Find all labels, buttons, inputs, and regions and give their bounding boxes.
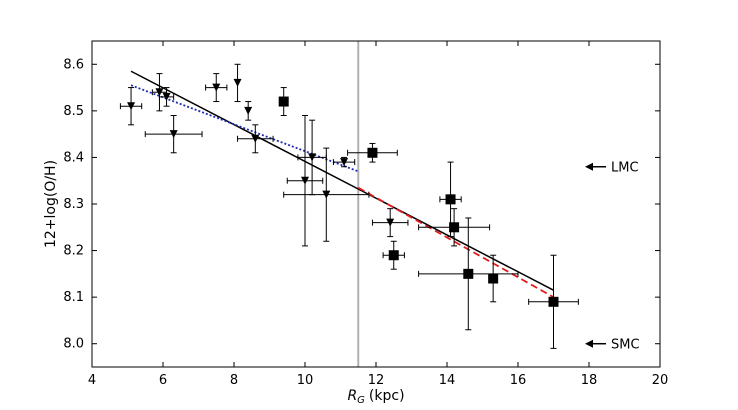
- triangle-marker: [340, 158, 349, 167]
- data-point-triangle-down: [144, 115, 203, 154]
- y-tick-label: 8.0: [63, 337, 84, 352]
- triangle-marker: [155, 88, 164, 97]
- y-tick-label: 8.2: [63, 244, 84, 259]
- x-axis-label-subscript: G: [357, 395, 365, 406]
- annotation-label: SMC: [611, 338, 640, 353]
- axes: 4 6 8 10 12 14 16 18 20 8.0 8.1 8.2 8.3 8.4 8.5 8.6: [63, 41, 668, 388]
- x-tick-label: 16: [510, 373, 527, 388]
- y-tick-label: 8.3: [63, 197, 84, 212]
- fit-line-dashed: [357, 186, 554, 298]
- y-tick-label: 8.4: [63, 150, 84, 165]
- arrow-head-icon: [585, 162, 593, 171]
- data-point-triangle-down: [233, 63, 242, 103]
- data-point-triangle-down: [237, 124, 274, 154]
- triangle-marker: [308, 153, 317, 162]
- square-marker: [449, 222, 460, 233]
- data-point-triangle-down: [205, 73, 228, 103]
- data-point-square: [528, 254, 579, 349]
- data-point-triangle-down: [332, 156, 356, 168]
- plot-area: [119, 41, 579, 367]
- square-marker: [278, 96, 289, 107]
- x-tick-label: 18: [581, 373, 598, 388]
- annotation-label: LMC: [611, 161, 639, 176]
- triangle-marker: [251, 134, 260, 143]
- triangle-marker: [169, 130, 178, 139]
- square-marker: [445, 194, 456, 205]
- data-point-square: [418, 217, 519, 331]
- annotations: LMC SMC: [585, 161, 640, 353]
- x-tick-label: 8: [230, 373, 238, 388]
- triangle-marker: [127, 102, 136, 111]
- x-axis-label-symbol: R: [347, 388, 357, 404]
- y-axis-label: 12+log(O/H): [43, 160, 59, 248]
- data-point-square: [382, 240, 405, 270]
- triangle-marker: [322, 190, 331, 199]
- x-axis-label: RG (kpc): [347, 388, 404, 406]
- annotation-smc: SMC: [585, 338, 640, 353]
- data-point-triangle-down: [151, 73, 168, 112]
- fit-line-solid: [130, 70, 554, 291]
- data-point-triangle-down: [244, 101, 253, 121]
- triangle-marker: [301, 176, 309, 185]
- square-marker: [548, 296, 559, 307]
- arrow-head-icon: [585, 339, 593, 348]
- data-point-triangle-down: [371, 208, 409, 238]
- data-point-triangle-down: [158, 87, 175, 107]
- data-point-square: [418, 208, 491, 247]
- square-marker: [388, 250, 399, 261]
- data-point-triangle-down: [283, 147, 370, 242]
- x-tick-label: 4: [88, 373, 96, 388]
- x-tick-label: 12: [368, 373, 385, 388]
- triangle-marker: [244, 106, 253, 115]
- data-point-triangle-down: [286, 115, 324, 247]
- data-point-triangle-down: [297, 119, 327, 196]
- y-tick-label: 8.1: [63, 290, 84, 305]
- x-tick-label: 14: [439, 373, 456, 388]
- data-point-square: [347, 142, 398, 163]
- square-marker: [463, 268, 474, 279]
- square-marker: [488, 273, 499, 284]
- data-point-square: [278, 87, 289, 117]
- x-tick-label: 20: [652, 373, 669, 388]
- annotation-lmc: LMC: [585, 161, 639, 176]
- plot-frame: [91, 40, 661, 368]
- triangle-marker: [233, 78, 242, 87]
- y-tick-label: 8.5: [63, 104, 84, 119]
- x-axis-label-unit: (kpc): [369, 388, 405, 404]
- fit-line-dotted: [130, 84, 359, 173]
- square-marker: [367, 147, 378, 158]
- triangle-marker: [386, 218, 395, 227]
- data-point-square: [488, 254, 499, 303]
- x-tick-label: 6: [159, 373, 167, 388]
- triangle-marker: [212, 83, 221, 92]
- data-point-triangle-down: [119, 87, 143, 126]
- x-tick-label: 10: [297, 373, 314, 388]
- triangle-marker: [162, 92, 171, 101]
- y-tick-label: 8.6: [63, 57, 84, 72]
